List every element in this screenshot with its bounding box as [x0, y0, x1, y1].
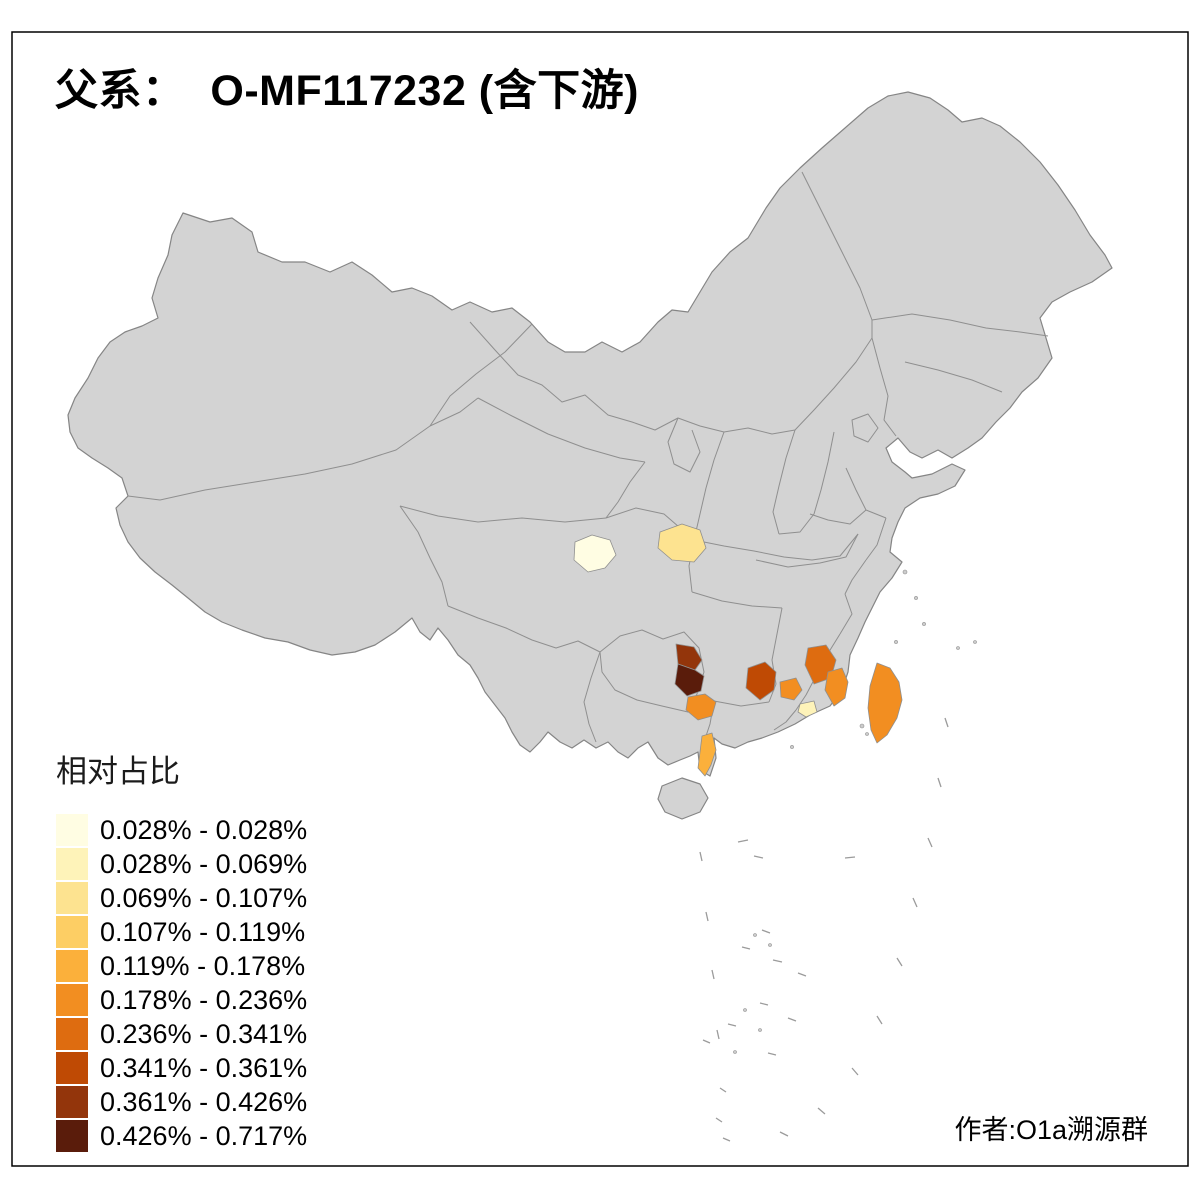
- choropleth-region-leizhou: [697, 732, 717, 777]
- legend-swatch: [56, 1086, 88, 1118]
- legend: 相对占比 0.028% - 0.028% 0.028% - 0.069% 0.0…: [56, 746, 307, 1153]
- legend-swatch: [56, 1120, 88, 1152]
- legend-item: 0.426% - 0.717%: [56, 1119, 307, 1153]
- plot-frame: [11, 31, 1189, 1167]
- legend-swatch: [56, 882, 88, 914]
- legend-swatch: [56, 950, 88, 982]
- choropleth-region-sichuan: [573, 534, 617, 573]
- choropleth-region-guizhou-upper: [675, 643, 703, 671]
- choropleth-region-jiangxi-south: [779, 677, 803, 701]
- choropleth-region-guangxi-north: [685, 693, 717, 721]
- choropleth-region-chongqing: [657, 523, 707, 563]
- legend-swatch: [56, 1018, 88, 1050]
- legend-swatch: [56, 1052, 88, 1084]
- province-borders: [127, 171, 1049, 743]
- hainan-island: [657, 777, 709, 820]
- legend-label: 0.069% - 0.107%: [100, 882, 308, 913]
- legend-label: 0.178% - 0.236%: [100, 984, 308, 1015]
- dashed-sea-boundary: [699, 717, 949, 1142]
- legend-label: 0.426% - 0.717%: [100, 1120, 308, 1151]
- map-title: 父系： O-MF117232 (含下游): [55, 67, 639, 115]
- legend-label: 0.028% - 0.069%: [100, 848, 308, 879]
- choropleth-region-hunan-south: [745, 661, 777, 701]
- legend-item: 0.361% - 0.426%: [56, 1085, 307, 1119]
- choropleth-region-guizhou-lower: [674, 663, 705, 697]
- legend-item: 0.107% - 0.119%: [56, 915, 307, 949]
- small-islands: [733, 569, 977, 1054]
- legend-swatch: [56, 814, 88, 846]
- legend-label: 0.236% - 0.341%: [100, 1018, 308, 1049]
- legend-swatch: [56, 848, 88, 880]
- highlighted-regions: [573, 523, 903, 777]
- author-credit: 作者:O1a溯源群: [954, 1115, 1148, 1145]
- choropleth-region-fujian-coast: [824, 667, 849, 707]
- legend-label: 0.361% - 0.426%: [100, 1086, 308, 1117]
- legend-item: 0.178% - 0.236%: [56, 983, 307, 1017]
- legend-label: 0.107% - 0.119%: [100, 916, 306, 947]
- legend-item: 0.028% - 0.028%: [56, 813, 307, 847]
- legend-swatch: [56, 984, 88, 1016]
- legend-item: 0.341% - 0.361%: [56, 1051, 307, 1085]
- legend-swatch: [56, 916, 88, 948]
- choropleth-region-guangdong-east: [797, 700, 818, 718]
- legend-label: 0.341% - 0.361%: [100, 1052, 308, 1083]
- legend-item: 0.119% - 0.178%: [56, 949, 307, 983]
- legend-label: 0.028% - 0.028%: [100, 814, 308, 845]
- legend-item: 0.028% - 0.069%: [56, 847, 307, 881]
- taiwan-island: [867, 662, 903, 744]
- legend-label: 0.119% - 0.178%: [100, 950, 306, 981]
- china-mainland: [67, 91, 1113, 777]
- legend-item: 0.236% - 0.341%: [56, 1017, 307, 1051]
- legend-item: 0.069% - 0.107%: [56, 881, 307, 915]
- legend-title: 相对占比: [56, 754, 180, 789]
